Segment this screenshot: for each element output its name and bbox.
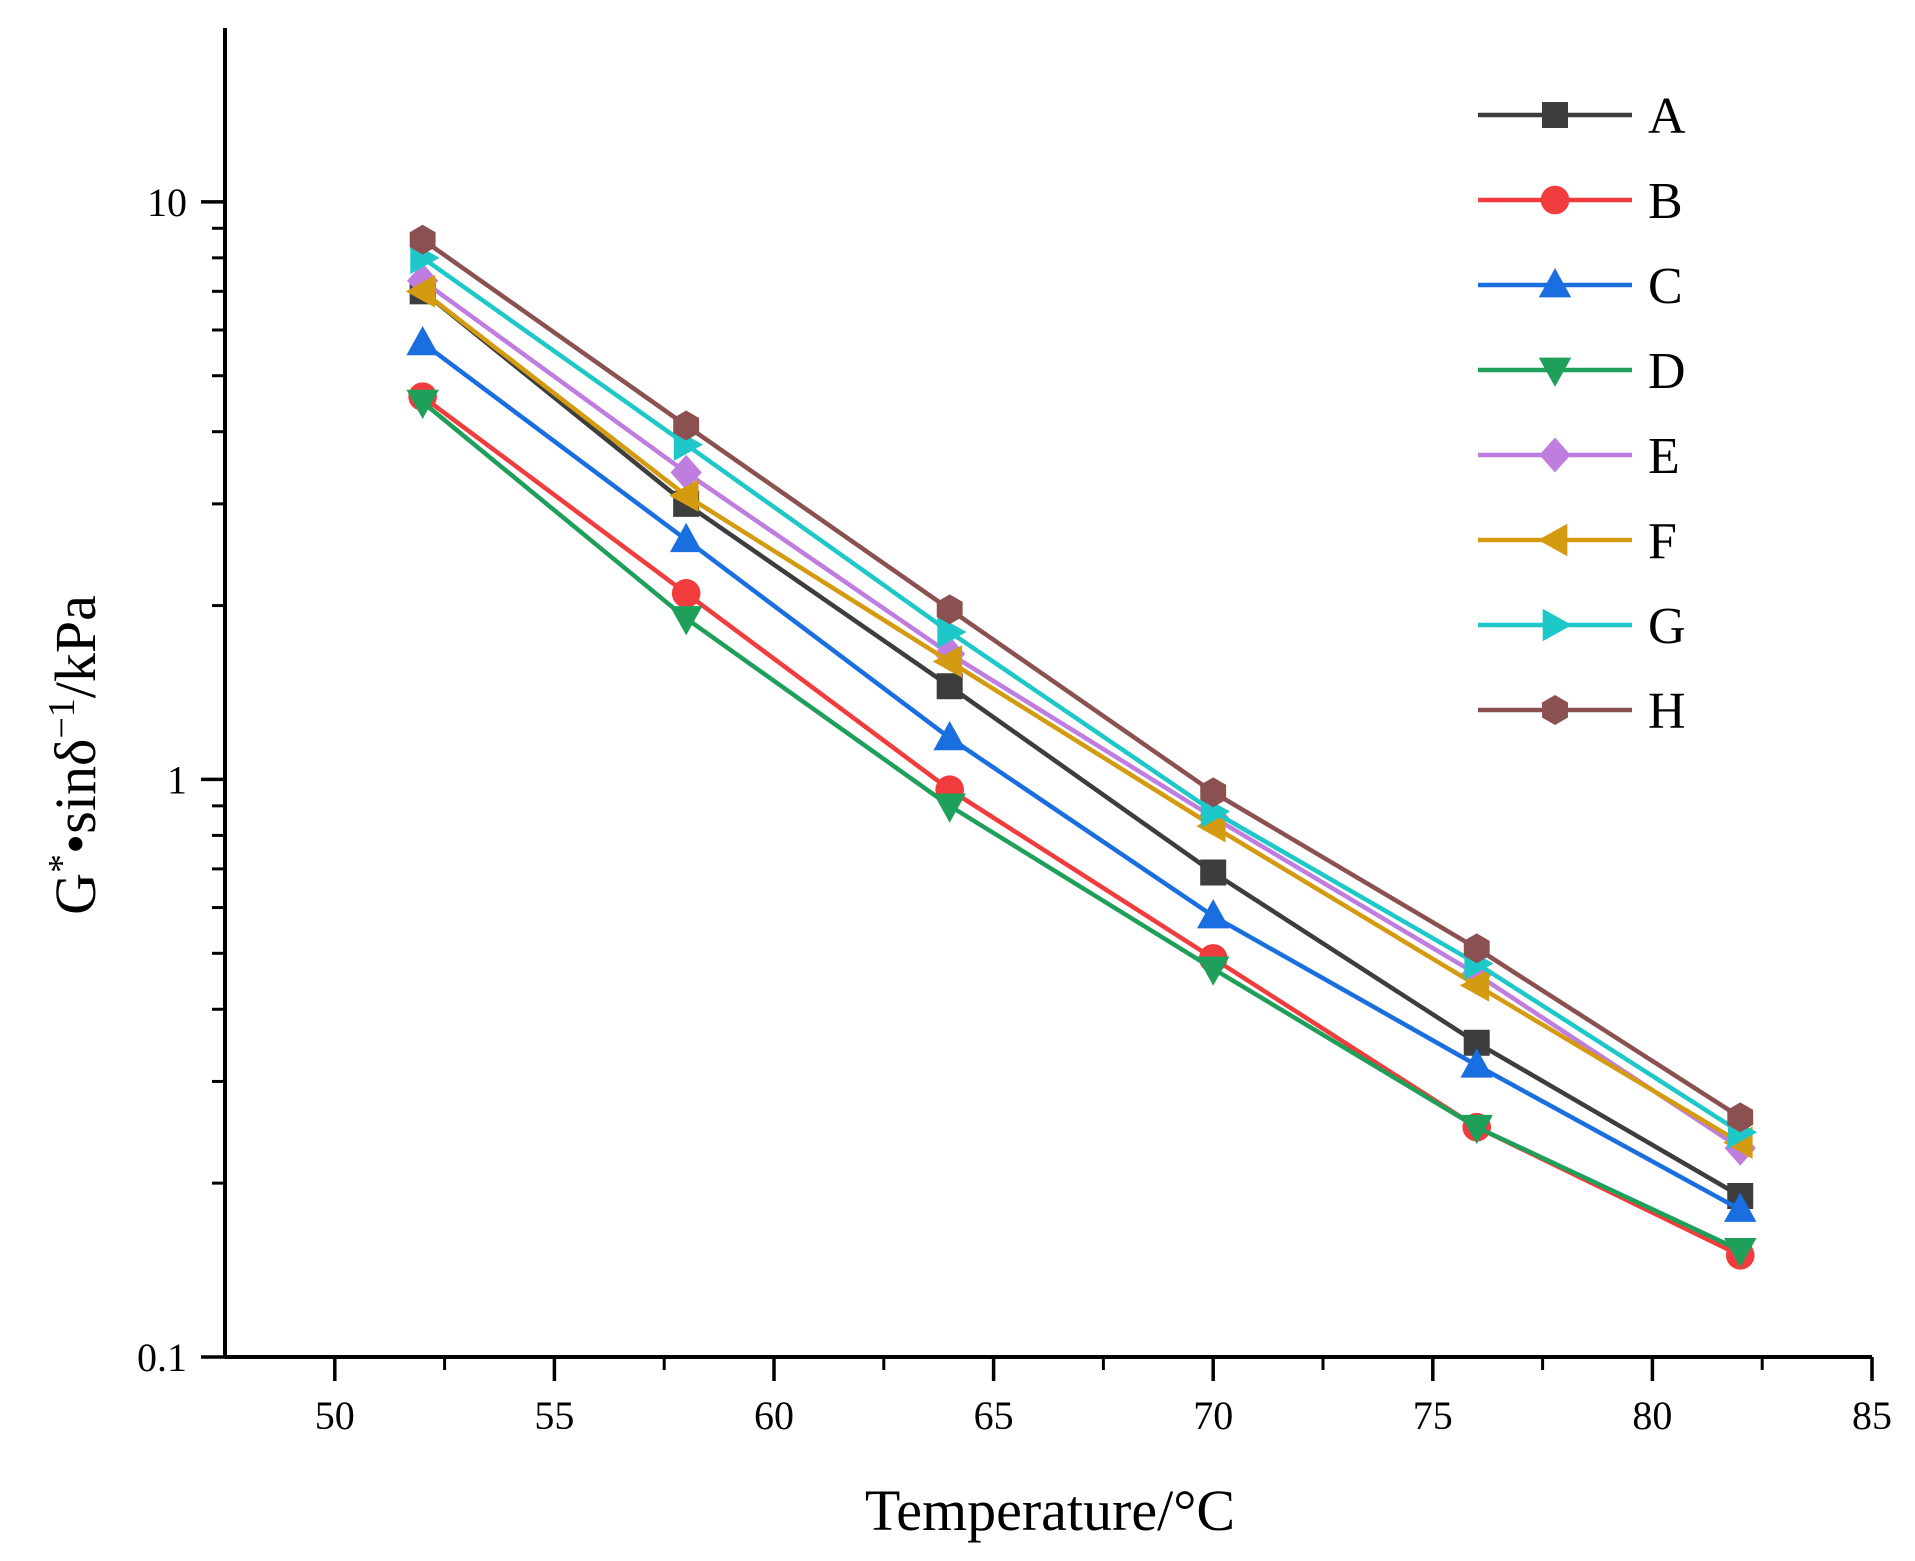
legend-item-e: E <box>1478 428 1680 485</box>
series-g-point <box>937 615 967 649</box>
series-d-point <box>933 793 966 823</box>
x-axis-title: Temperature/°C <box>865 1478 1235 1543</box>
series-c-point <box>1723 1192 1757 1222</box>
legend-item-d: D <box>1478 343 1686 400</box>
legend-label-a: A <box>1648 88 1686 145</box>
series-g-line <box>421 256 1742 1135</box>
x-tick-label: 70 <box>1193 1393 1233 1438</box>
legend-label-d: D <box>1648 343 1686 400</box>
legend-marker-d <box>1538 357 1572 387</box>
legend-label-f: F <box>1648 513 1677 570</box>
x-tick-label: 85 <box>1852 1393 1892 1438</box>
legend-label-h: H <box>1648 683 1686 740</box>
legend-label-b: B <box>1648 173 1683 230</box>
series-c-point <box>1196 899 1230 929</box>
legend-item-c: C <box>1478 258 1683 315</box>
series-c-point <box>933 721 966 751</box>
legend-label-c: C <box>1648 258 1683 315</box>
series-f-point <box>405 275 435 308</box>
series-d-point <box>1196 956 1230 986</box>
series-layer <box>405 224 1758 1270</box>
legend-marker-g <box>1542 608 1572 642</box>
series-c-point <box>1460 1048 1493 1078</box>
x-tick-label: 65 <box>974 1393 1014 1438</box>
series-b-point <box>671 579 701 608</box>
series-d <box>406 389 1757 1268</box>
series-h-line <box>421 237 1742 1120</box>
y-axis-title: G*•sinδ−1/kPa <box>41 595 108 915</box>
series-c <box>406 325 1757 1222</box>
legend-marker-a <box>1542 102 1568 128</box>
series-e-line <box>421 278 1742 1150</box>
legend-item-f: F <box>1478 513 1677 570</box>
legend-item-h: H <box>1478 683 1686 740</box>
series-g <box>410 241 1758 1149</box>
series-a-line <box>421 289 1742 1198</box>
legend-marker-b <box>1540 185 1570 215</box>
x-tick-label: 60 <box>754 1393 794 1438</box>
series-c-point <box>669 522 703 553</box>
y-tick-label: 1 <box>167 757 187 802</box>
x-tick-label: 50 <box>315 1393 355 1438</box>
legend-marker-e <box>1539 437 1571 473</box>
series-f-point <box>669 479 699 512</box>
series-d-point <box>406 389 439 420</box>
y-tick-label: 0.1 <box>137 1335 187 1380</box>
series-d-line <box>421 400 1742 1253</box>
series-h <box>409 224 1754 1133</box>
series-a-point <box>936 673 963 700</box>
series-h-point <box>1727 1102 1754 1133</box>
legend-label-g: G <box>1648 598 1686 655</box>
series-h-point <box>409 224 436 255</box>
x-tick-label: 75 <box>1413 1393 1453 1438</box>
axes: 50 55 60 65 70 75 80 85 0.1 1 10 <box>137 28 1892 1438</box>
legend-marker-f <box>1538 523 1568 557</box>
series-e-point <box>670 454 702 491</box>
y-axis-title-main: G <box>43 873 108 915</box>
series-f-point <box>932 645 963 678</box>
legend-item-g: G <box>1478 598 1686 655</box>
y-axis-title-end: /kPa <box>43 595 108 698</box>
legend-item-a: A <box>1478 88 1686 145</box>
legend-marker-c <box>1538 268 1572 298</box>
series-h-point <box>673 410 700 441</box>
series-d-point <box>1723 1237 1757 1268</box>
series-d-point <box>1460 1114 1493 1145</box>
series-c-point <box>406 325 439 356</box>
series-e-point <box>1461 956 1493 992</box>
series-f-point <box>1459 969 1490 1002</box>
y-tick-label: 10 <box>147 180 187 225</box>
x-tick-label: 55 <box>534 1393 574 1438</box>
series-h-point <box>936 594 963 625</box>
series-h-point <box>1463 933 1490 964</box>
y-axis-title-sup2: −1 <box>41 698 83 738</box>
legend-marker-h <box>1542 695 1568 725</box>
series-f-line <box>421 289 1742 1145</box>
y-axis-title-mid: •sinδ <box>43 739 108 854</box>
series-h-point <box>1200 777 1227 808</box>
series-c-line <box>421 341 1742 1212</box>
legend-item-b: B <box>1478 173 1683 230</box>
series-a-point <box>1200 859 1227 886</box>
x-tick-label: 80 <box>1632 1393 1672 1438</box>
series-d-point <box>669 606 703 636</box>
y-axis-title-sup1: * <box>41 854 83 873</box>
legend-label-e: E <box>1648 428 1680 485</box>
